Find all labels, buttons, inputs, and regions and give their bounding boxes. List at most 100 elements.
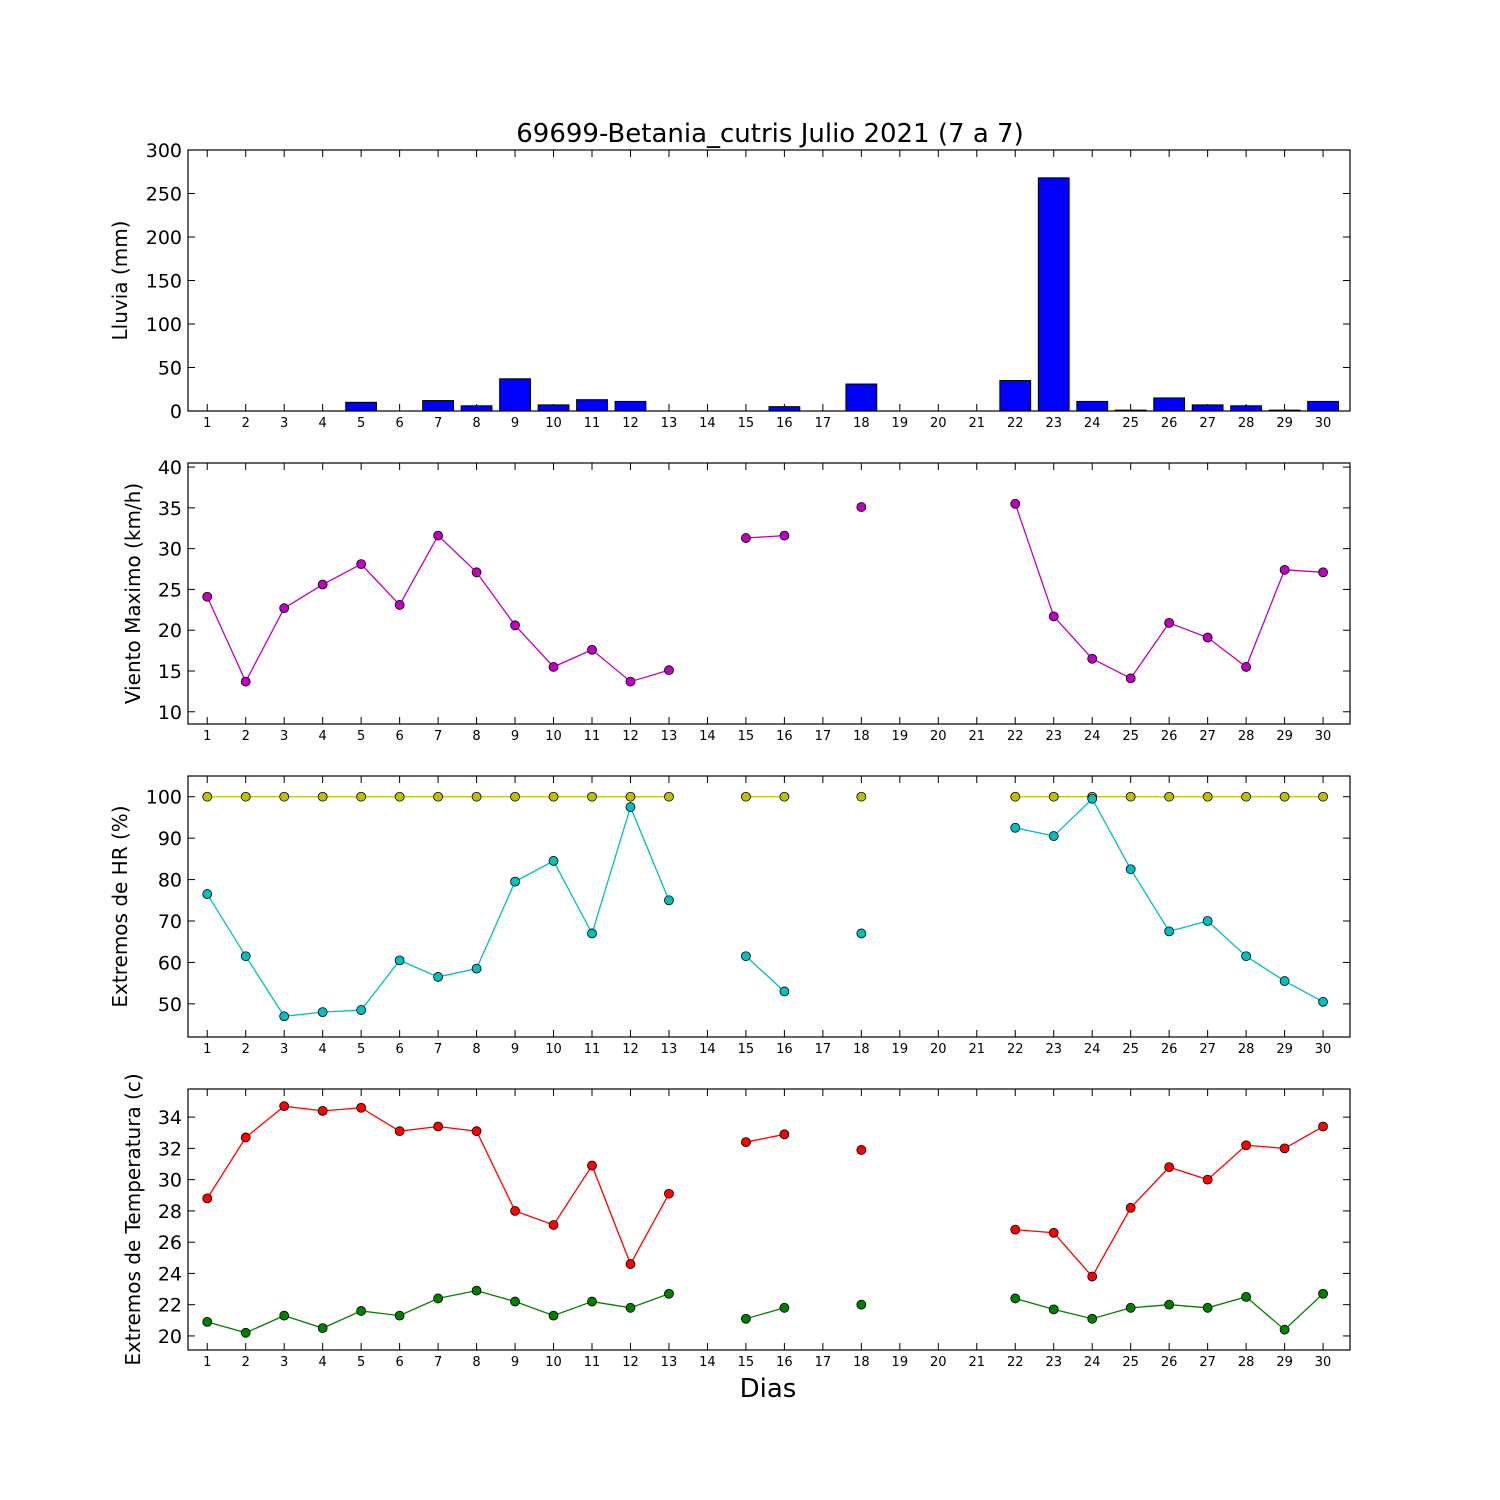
bar-day-7 (422, 400, 454, 412)
series-1-point-day-23 (1048, 611, 1059, 622)
x-tick-label: 26 (1161, 1355, 1178, 1370)
series-2-point-day-5 (356, 1005, 367, 1015)
x-tick-label: 25 (1122, 1042, 1139, 1057)
x-tick-label: 27 (1199, 729, 1216, 744)
x-tick-label: 15 (738, 729, 755, 744)
x-tick-label: 1 (203, 416, 211, 431)
x-tick-label: 4 (319, 1355, 327, 1370)
x-tick-label: 7 (434, 416, 442, 431)
x-tick-label: 24 (1084, 1355, 1101, 1370)
series-1-point-day-16 (779, 791, 790, 802)
x-tick-label: 8 (472, 1042, 480, 1057)
x-tick-label: 22 (1007, 1355, 1024, 1370)
chart-title: 69699-Betania_cutris Julio 2021 (7 a 7) (516, 119, 1023, 149)
y-tick-label: 0 (170, 401, 182, 423)
series-1-point-day-18 (856, 1145, 867, 1155)
x-tick-label: 10 (545, 416, 562, 431)
series-1-point-day-4 (317, 1105, 328, 1116)
x-tick-label: 6 (395, 729, 403, 744)
series-1-point-day-30 (1318, 791, 1328, 802)
y-tick-label: 26 (158, 1232, 182, 1254)
x-tick-label: 4 (319, 1042, 327, 1057)
series-1-point-day-4 (317, 791, 328, 802)
y-tick-label: 90 (158, 828, 182, 850)
y-tick-label: 25 (158, 579, 182, 601)
x-tick-label: 21 (969, 1355, 986, 1370)
x-tick-label: 28 (1238, 416, 1255, 431)
x-tick-label: 9 (511, 1042, 519, 1057)
x-tick-label: 8 (472, 1355, 480, 1370)
series-2-point-day-13 (664, 895, 674, 906)
bar-day-30 (1307, 400, 1339, 412)
x-tick-label: 30 (1315, 416, 1332, 431)
x-tick-label: 11 (584, 1042, 601, 1057)
series-2-point-day-11 (587, 1296, 597, 1307)
series-1-point-day-2 (240, 676, 251, 687)
series-2-point-day-28 (1241, 1291, 1252, 1302)
x-tick-label: 4 (319, 729, 327, 744)
series-1-point-day-13 (664, 1188, 674, 1199)
series-1-point-day-3 (279, 791, 290, 802)
x-tick-label: 2 (242, 1042, 250, 1057)
y-tick-label: 40 (158, 457, 182, 479)
series-1-point-day-22 (1010, 498, 1021, 509)
series-1-point-day-12 (625, 791, 636, 802)
y-axis-label: Viento Maximo (km/h) (121, 483, 145, 704)
x-tick-label: 23 (1045, 729, 1062, 744)
series-1-point-day-15 (741, 533, 751, 543)
x-tick-label: 14 (699, 729, 716, 744)
series-2-point-day-6 (394, 1310, 405, 1321)
x-tick-label: 1 (203, 1042, 211, 1057)
series-2-point-day-24 (1087, 1313, 1098, 1324)
series-1-point-day-25 (1125, 673, 1136, 684)
y-tick-label: 150 (146, 271, 182, 293)
series-1-point-day-25 (1125, 791, 1136, 802)
series-1-point-day-24 (1087, 653, 1098, 664)
series-2-point-day-23 (1048, 831, 1059, 841)
series-2-point-day-5 (356, 1306, 367, 1316)
x-tick-label: 15 (738, 1355, 755, 1370)
y-tick-label: 35 (158, 498, 182, 520)
series-2-point-day-27 (1202, 1302, 1213, 1313)
x-tick-label: 7 (434, 1355, 442, 1370)
y-axis-label: Extremos de HR (%) (108, 805, 132, 1007)
x-tick-label: 13 (661, 729, 678, 744)
plot-frame (187, 1088, 1351, 1351)
series-1-point-day-8 (471, 567, 482, 578)
series-2-point-day-3 (279, 1310, 290, 1321)
series-1-point-day-1 (202, 1193, 213, 1204)
y-tick-label: 22 (158, 1295, 182, 1317)
series-1-point-day-7 (433, 791, 443, 802)
series-2-point-day-16 (779, 1302, 790, 1313)
series-1-point-day-10 (548, 791, 559, 802)
y-tick-label: 30 (158, 539, 182, 561)
x-tick-label: 18 (853, 1042, 870, 1057)
series-1-point-day-18 (856, 502, 867, 512)
series-2-point-day-12 (625, 802, 636, 812)
x-tick-label: 11 (584, 729, 601, 744)
x-tick-label: 12 (622, 416, 639, 431)
x-tick-label: 3 (280, 1042, 288, 1057)
bar-day-11 (576, 399, 608, 412)
x-tick-label: 23 (1045, 1355, 1062, 1370)
x-tick-label: 18 (853, 416, 870, 431)
x-tick-label: 12 (622, 1355, 639, 1370)
series-2-point-day-29 (1279, 976, 1290, 986)
series-1-point-day-30 (1318, 567, 1328, 578)
series-2-point-day-25 (1125, 1302, 1136, 1313)
series-2-line (745, 955, 785, 992)
series-1-point-day-12 (625, 676, 636, 687)
series-1-point-day-27 (1202, 1174, 1213, 1185)
series-1-point-day-23 (1048, 1227, 1059, 1238)
x-tick-label: 19 (892, 416, 909, 431)
bar-day-8 (460, 405, 493, 412)
x-tick-label: 20 (930, 1042, 947, 1057)
series-1-point-day-15 (741, 791, 751, 802)
bar-day-18 (845, 383, 878, 412)
x-tick-label: 5 (357, 729, 365, 744)
series-2-point-day-2 (240, 1327, 251, 1338)
series-1-point-day-26 (1164, 1162, 1175, 1173)
